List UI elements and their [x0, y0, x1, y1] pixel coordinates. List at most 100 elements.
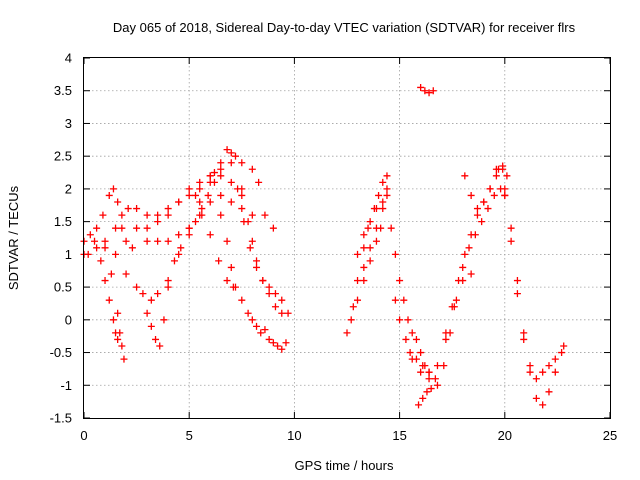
data-point [227, 178, 235, 186]
data-point [185, 185, 193, 193]
data-point [419, 394, 427, 402]
data-point [513, 290, 521, 298]
data-point [282, 339, 290, 347]
y-tick-label: -0.5 [50, 345, 72, 360]
series-arc-p [360, 185, 391, 271]
data-point [278, 309, 286, 317]
data-point [122, 237, 130, 245]
data-point [425, 89, 433, 97]
data-point [109, 185, 117, 193]
data-point [349, 303, 357, 311]
data-point [101, 237, 109, 245]
data-point [360, 263, 368, 271]
data-point [265, 335, 273, 343]
data-point [114, 198, 122, 206]
data-point [175, 250, 183, 258]
data-point [238, 296, 246, 304]
data-point [206, 198, 214, 206]
data-point [404, 316, 412, 324]
data-point [154, 211, 162, 219]
data-point [164, 205, 172, 213]
data-point [154, 237, 162, 245]
data-point [347, 316, 355, 324]
data-point [274, 342, 282, 350]
data-point [379, 205, 387, 213]
series-arc-u [417, 83, 437, 97]
plot-frame [83, 57, 611, 419]
data-point [112, 329, 120, 337]
data-point [366, 218, 374, 226]
data-point [175, 198, 183, 206]
data-point [486, 185, 494, 193]
series-arc-s [406, 349, 439, 383]
series-arc-z [494, 165, 568, 383]
data-point [467, 231, 475, 239]
data-points [80, 83, 568, 409]
data-point [204, 191, 212, 199]
x-tick-label: 5 [186, 428, 193, 443]
data-point [114, 309, 122, 317]
series-arc-e [112, 146, 246, 304]
data-point [164, 283, 172, 291]
series-arc-k [238, 191, 286, 317]
data-point [520, 335, 528, 343]
y-tick-label: -1.5 [50, 411, 72, 426]
data-point [354, 250, 362, 258]
data-point [465, 244, 473, 252]
x-tick-label: 25 [603, 428, 617, 443]
data-point [406, 349, 414, 357]
data-point [147, 322, 155, 330]
data-point [408, 329, 416, 337]
data-point [492, 172, 500, 180]
data-point [248, 237, 256, 245]
data-point [192, 218, 200, 226]
data-point [91, 237, 99, 245]
data-point [383, 185, 391, 193]
data-point [354, 296, 362, 304]
data-point [265, 283, 273, 291]
x-axis-ticks: 0 5 10 15 20 25 [80, 58, 617, 443]
data-point [196, 178, 204, 186]
data-point [526, 368, 534, 376]
data-point [461, 172, 469, 180]
data-point [253, 257, 261, 265]
data-point [143, 224, 151, 232]
y-tick-label: 3 [65, 116, 72, 131]
data-point [372, 237, 380, 245]
data-point [206, 231, 214, 239]
data-point [210, 178, 218, 186]
data-point [246, 244, 254, 252]
data-point [231, 152, 239, 160]
data-point [192, 191, 200, 199]
data-point [101, 244, 109, 252]
data-point [459, 263, 467, 271]
data-point [423, 388, 431, 396]
data-point [372, 224, 380, 232]
data-point [229, 283, 237, 291]
y-tick-label: 1.5 [54, 214, 72, 229]
data-point [164, 237, 172, 245]
data-point [396, 277, 404, 285]
x-tick-label: 20 [498, 428, 512, 443]
data-point [467, 191, 475, 199]
data-point [93, 244, 101, 252]
data-point [86, 231, 94, 239]
data-point [217, 211, 225, 219]
data-point [112, 224, 120, 232]
data-point [234, 185, 242, 193]
data-point [128, 244, 136, 252]
data-point [532, 394, 540, 402]
data-point [118, 342, 126, 350]
data-point [473, 211, 481, 219]
data-point [255, 178, 263, 186]
data-point [227, 159, 235, 167]
data-point [391, 296, 399, 304]
y-tick-label: 0.5 [54, 280, 72, 295]
data-point [154, 218, 162, 226]
y-tick-label: -1 [60, 378, 72, 393]
data-point [223, 277, 231, 285]
data-point [360, 277, 368, 285]
data-point [259, 277, 267, 285]
data-point [400, 296, 408, 304]
data-point [143, 309, 151, 317]
